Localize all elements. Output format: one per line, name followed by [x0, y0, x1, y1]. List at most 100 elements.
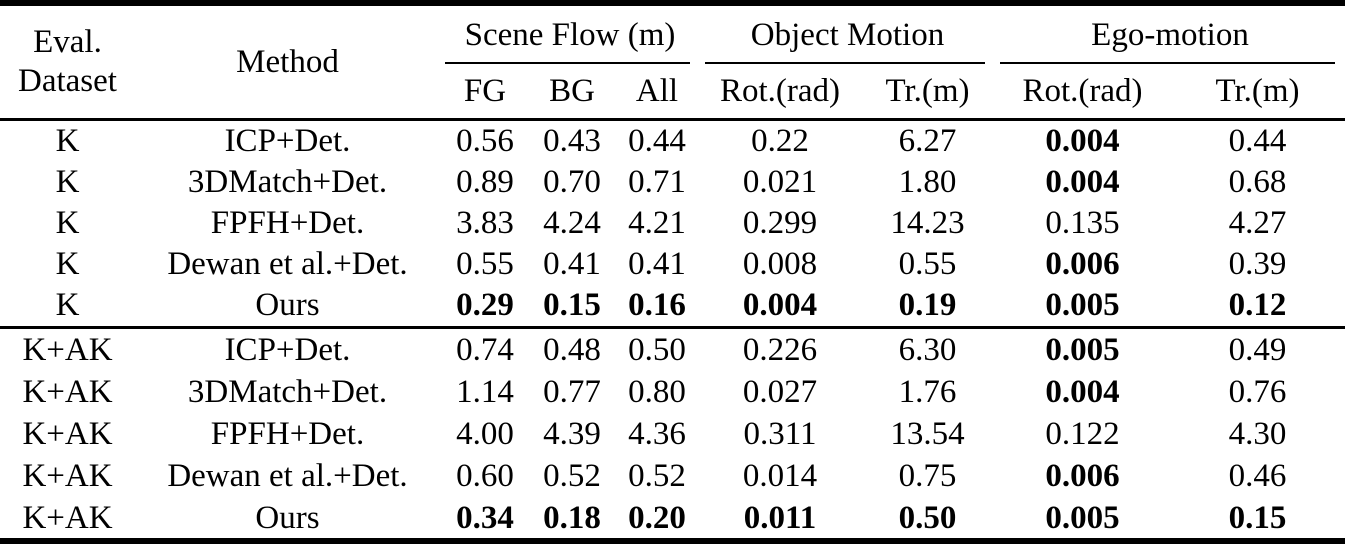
subheader-all: All — [614, 64, 700, 121]
cell-method: ICP+Det. — [224, 123, 351, 159]
cell-obj-tr: 6.30 — [898, 331, 957, 368]
cell-fg: 0.29 — [440, 285, 530, 329]
cell-all: 0.80 — [628, 373, 686, 410]
cell-ego-rot: 0.005 — [1045, 499, 1120, 536]
cell-obj-rot: 0.226 — [742, 331, 818, 368]
cell-all: 0.44 — [628, 123, 686, 159]
cell-obj-rot: 0.008 — [742, 246, 818, 282]
cell-fg: 0.34 — [456, 499, 514, 536]
cell-all: 0.20 — [628, 499, 686, 536]
table-row: K 3DMatch+Det. 0.89 0.70 0.71 0.021 1.80… — [0, 162, 1345, 203]
table-row: K+AK ICP+Det. 0.74 0.48 0.50 0.226 6.30 … — [0, 328, 1345, 372]
cell-bg: 0.41 — [543, 246, 601, 282]
cell-method: 3DMatch+Det. — [187, 164, 388, 200]
cell-bg: 0.43 — [543, 123, 601, 159]
cell-fg: 4.00 — [456, 415, 514, 452]
cell-fg: 0.89 — [456, 164, 514, 200]
cell-ego-rot: 0.004 — [1045, 373, 1120, 410]
cell-all: 0.16 — [614, 285, 700, 329]
cell-obj-tr: 14.23 — [890, 205, 965, 241]
cell-ego-tr: 0.49 — [1228, 331, 1287, 368]
cell-ego-rot: 0.135 — [1045, 205, 1120, 241]
cell-obj-rot: 0.22 — [751, 123, 809, 159]
table-row: K+AK Ours 0.34 0.18 0.20 0.011 0.50 0.00… — [0, 497, 1345, 539]
cell-obj-tr: 0.55 — [898, 246, 957, 282]
cell-all: 0.41 — [628, 246, 686, 282]
cell-all: 0.52 — [628, 457, 686, 494]
cell-obj-rot: 0.027 — [742, 373, 818, 410]
cell-fg: 0.60 — [456, 457, 514, 494]
cell-bg: 0.48 — [543, 331, 601, 368]
header-eval-line2: Dataset — [18, 63, 117, 99]
cell-ego-tr: 4.27 — [1228, 205, 1287, 241]
group-header-object-motion: Object Motion — [700, 6, 995, 64]
subheader-ego-tr: Tr.(m) — [1170, 64, 1345, 121]
cell-method: Dewan et al.+Det. — [167, 457, 408, 494]
cell-bg: 0.18 — [543, 499, 601, 536]
cell-bg: 0.52 — [543, 457, 601, 494]
cell-dataset: K+AK — [22, 331, 113, 368]
cell-method: Ours — [135, 285, 440, 329]
cell-obj-tr: 13.54 — [890, 415, 965, 452]
table-row: K+AK FPFH+Det. 4.00 4.39 4.36 0.311 13.5… — [0, 413, 1345, 455]
cell-fg: 0.55 — [456, 246, 514, 282]
cell-ego-tr: 0.46 — [1228, 457, 1287, 494]
cell-ego-rot: 0.006 — [1045, 246, 1120, 282]
cell-dataset: K — [55, 246, 80, 282]
subheader-obj-rot: Rot.(rad) — [700, 64, 860, 121]
cell-dataset: K+AK — [22, 415, 113, 452]
header-eval-line1: Eval. — [33, 24, 102, 61]
cell-obj-tr: 0.75 — [898, 457, 957, 494]
sub-header-row: FG BG All Rot.(rad) Tr.(m) Rot.(rad) Tr.… — [0, 64, 1345, 121]
cell-dataset: K — [55, 205, 80, 241]
cell-bg: 0.77 — [543, 373, 601, 410]
table-row: K ICP+Det. 0.56 0.43 0.44 0.22 6.27 0.00… — [0, 120, 1345, 163]
cell-ego-tr: 0.12 — [1170, 285, 1345, 329]
cell-bg: 4.39 — [543, 415, 601, 452]
cell-dataset: K — [55, 164, 80, 200]
cell-fg: 1.14 — [456, 373, 514, 410]
cell-all: 0.71 — [628, 164, 686, 200]
cell-obj-tr: 0.50 — [898, 499, 957, 536]
header-method: Method — [135, 6, 440, 121]
group-header-ego-motion: Ego-motion — [995, 6, 1345, 64]
cell-bg: 4.24 — [543, 205, 601, 241]
group-header-scene-flow: Scene Flow (m) — [440, 6, 700, 64]
cell-obj-tr: 1.76 — [898, 373, 957, 410]
cell-obj-rot: 0.014 — [742, 457, 818, 494]
cell-obj-rot: 0.311 — [743, 415, 817, 452]
subheader-bg: BG — [530, 64, 614, 121]
cell-fg: 0.74 — [456, 331, 514, 368]
cell-bg: 0.70 — [543, 164, 601, 200]
table-row: K Dewan et al.+Det. 0.55 0.41 0.41 0.008… — [0, 244, 1345, 285]
cell-obj-tr: 1.80 — [898, 164, 957, 200]
table-row: K Ours 0.29 0.15 0.16 0.004 0.19 0.005 0… — [0, 285, 1345, 329]
table-row: K FPFH+Det. 3.83 4.24 4.21 0.299 14.23 0… — [0, 203, 1345, 244]
cell-method: Dewan et al.+Det. — [167, 246, 408, 282]
header-eval-dataset: Eval. Dataset — [0, 6, 135, 121]
cell-obj-rot: 0.004 — [700, 285, 860, 329]
cell-ego-tr: 0.68 — [1228, 164, 1287, 200]
cell-ego-rot: 0.005 — [1045, 331, 1120, 368]
cell-ego-tr: 0.39 — [1228, 246, 1287, 282]
cell-dataset: K — [55, 123, 80, 159]
cell-ego-tr: 0.76 — [1228, 373, 1287, 410]
table-row: K+AK Dewan et al.+Det. 0.60 0.52 0.52 0.… — [0, 455, 1345, 497]
cell-ego-rot: 0.006 — [1045, 457, 1120, 494]
cell-ego-rot: 0.122 — [1045, 415, 1120, 452]
cell-ego-rot: 0.004 — [1045, 164, 1120, 200]
cell-ego-rot: 0.005 — [995, 285, 1170, 329]
subheader-ego-rot: Rot.(rad) — [995, 64, 1170, 121]
cell-obj-tr: 6.27 — [898, 123, 957, 159]
cell-ego-rot: 0.004 — [1045, 123, 1120, 159]
cell-dataset: K+AK — [22, 373, 113, 410]
cell-method: ICP+Det. — [224, 331, 351, 368]
cell-all: 0.50 — [628, 331, 686, 368]
cell-dataset: K+AK — [22, 457, 113, 494]
cell-bg: 0.15 — [530, 285, 614, 329]
cell-obj-rot: 0.021 — [742, 164, 818, 200]
cell-dataset: K+AK — [22, 499, 113, 536]
subheader-fg: FG — [440, 64, 530, 121]
cell-all: 4.36 — [628, 415, 686, 452]
